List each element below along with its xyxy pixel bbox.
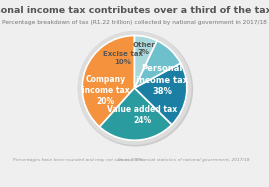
Wedge shape [134, 36, 157, 88]
Text: Personal
income tax
38%: Personal income tax 38% [136, 65, 188, 96]
Text: Excise tax
10%: Excise tax 10% [103, 51, 143, 65]
Text: Percentage breakdown of tax (R1.22 trillion) collected by national government in: Percentage breakdown of tax (R1.22 trill… [2, 20, 267, 25]
Wedge shape [100, 88, 172, 140]
Wedge shape [134, 63, 187, 125]
Circle shape [79, 32, 192, 146]
Text: Value added tax
24%: Value added tax 24% [107, 105, 178, 125]
Circle shape [78, 32, 191, 144]
Text: Percentages have been rounded and may not sum to 100%.: Percentages have been rounded and may no… [13, 158, 145, 162]
Text: Company
income tax
20%: Company income tax 20% [82, 75, 129, 106]
Wedge shape [134, 41, 181, 88]
Text: Source: Financial statistics of national government, 2017/18: Source: Financial statistics of national… [118, 158, 250, 162]
Text: Personal income tax contributes over a third of the tax pie: Personal income tax contributes over a t… [0, 6, 269, 15]
Text: Other
7%: Other 7% [132, 42, 155, 55]
Wedge shape [82, 36, 134, 127]
